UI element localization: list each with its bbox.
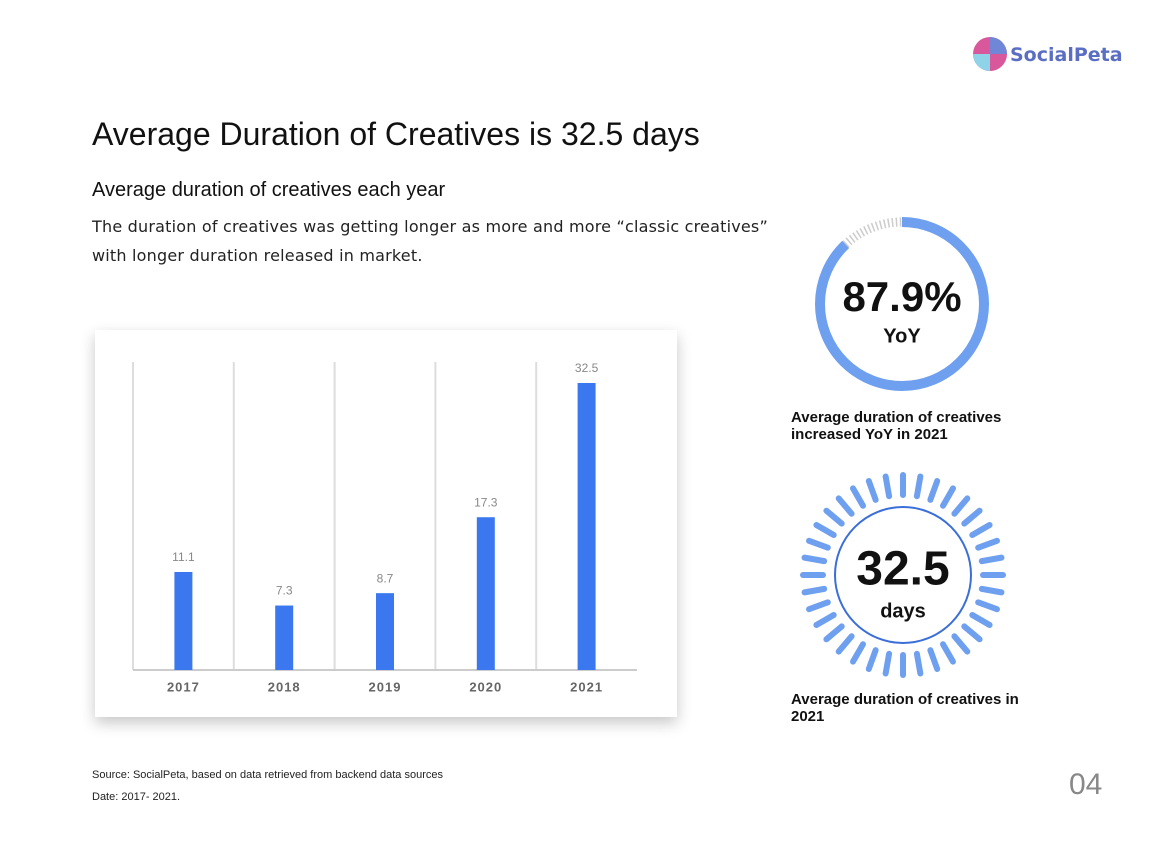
- ring-tick: [913, 473, 924, 500]
- date: Date: 2017- 2021.: [92, 791, 181, 803]
- page-number: 04: [1069, 768, 1103, 801]
- stat-unit: days: [880, 600, 926, 622]
- ring-tick: [850, 485, 866, 509]
- ring-tick: [806, 599, 831, 613]
- ring-tick: [961, 623, 983, 643]
- ring-tick: [978, 554, 1005, 565]
- ring-tick: [913, 650, 924, 677]
- stat-value: 32.5: [856, 543, 949, 596]
- ring-tick: [850, 641, 866, 665]
- ring-progress: [815, 217, 989, 391]
- x-tick-label: 2021: [570, 679, 603, 694]
- ring-tick: [823, 623, 845, 643]
- ring-inner: [834, 506, 972, 644]
- subtitle: Average duration of creatives each year: [92, 179, 446, 201]
- ring-tick: [806, 537, 831, 551]
- logo-icon: [973, 37, 1007, 71]
- value-label: 17.3: [474, 495, 498, 509]
- value-label: 8.7: [377, 571, 394, 585]
- bar-chart: 11.1 2017 7.3 2018 8.7 2019 17.3 2020 32.5 2021: [132, 361, 637, 694]
- x-tick-label: 2018: [268, 679, 301, 694]
- ring-tick: [951, 495, 971, 517]
- x-tick-label: 2020: [469, 679, 502, 694]
- value-label: 32.5: [575, 361, 599, 375]
- ring-tick: [969, 522, 993, 538]
- stat-rings: 87.9% YoY 32.5 days: [800, 217, 1006, 678]
- ring-tick: [865, 647, 879, 672]
- ring-tick: [978, 585, 1005, 596]
- ring-tick: [951, 633, 971, 655]
- bar: [275, 605, 294, 670]
- x-tick-label: 2017: [167, 679, 200, 694]
- bar: [476, 517, 495, 670]
- stat-unit: YoY: [883, 325, 921, 347]
- ring-tick: [961, 507, 983, 527]
- ring-tick: [969, 612, 993, 628]
- ring-tick: [801, 585, 828, 596]
- ring-tick: [813, 612, 837, 628]
- value-label: 11.1: [172, 550, 195, 564]
- logo: SocialPeta: [1010, 44, 1123, 66]
- source: Source: SocialPeta, based on data retrie…: [92, 769, 443, 781]
- ring-tick: [865, 478, 879, 503]
- bar: [376, 593, 394, 670]
- value-label: 7.3: [276, 584, 293, 598]
- x-tick-label: 2019: [369, 679, 402, 694]
- ring-tick: [801, 554, 828, 565]
- description: The duration of creatives was getting lo…: [92, 217, 768, 265]
- stat-value: 87.9%: [842, 273, 961, 320]
- stat-caption: Average duration of creatives increased …: [791, 409, 1002, 443]
- ring-tick: [940, 641, 956, 665]
- ring-tick: [882, 650, 893, 677]
- ring-tick: [813, 522, 837, 538]
- ring-tick: [835, 495, 855, 517]
- ring-tick: [927, 647, 941, 672]
- ring-tick: [927, 478, 941, 503]
- ring-tick: [940, 485, 956, 509]
- ring-tick: [823, 507, 845, 527]
- stat-caption: Average duration of creatives in 2021: [791, 691, 1019, 725]
- ring-tick: [975, 599, 1000, 613]
- ring-tick: [835, 633, 855, 655]
- title: Average Duration of Creatives is 32.5 da…: [92, 116, 700, 152]
- ring-tick: [975, 537, 1000, 551]
- bar: [174, 571, 193, 670]
- ring-tick: [882, 473, 893, 500]
- bar: [577, 383, 596, 670]
